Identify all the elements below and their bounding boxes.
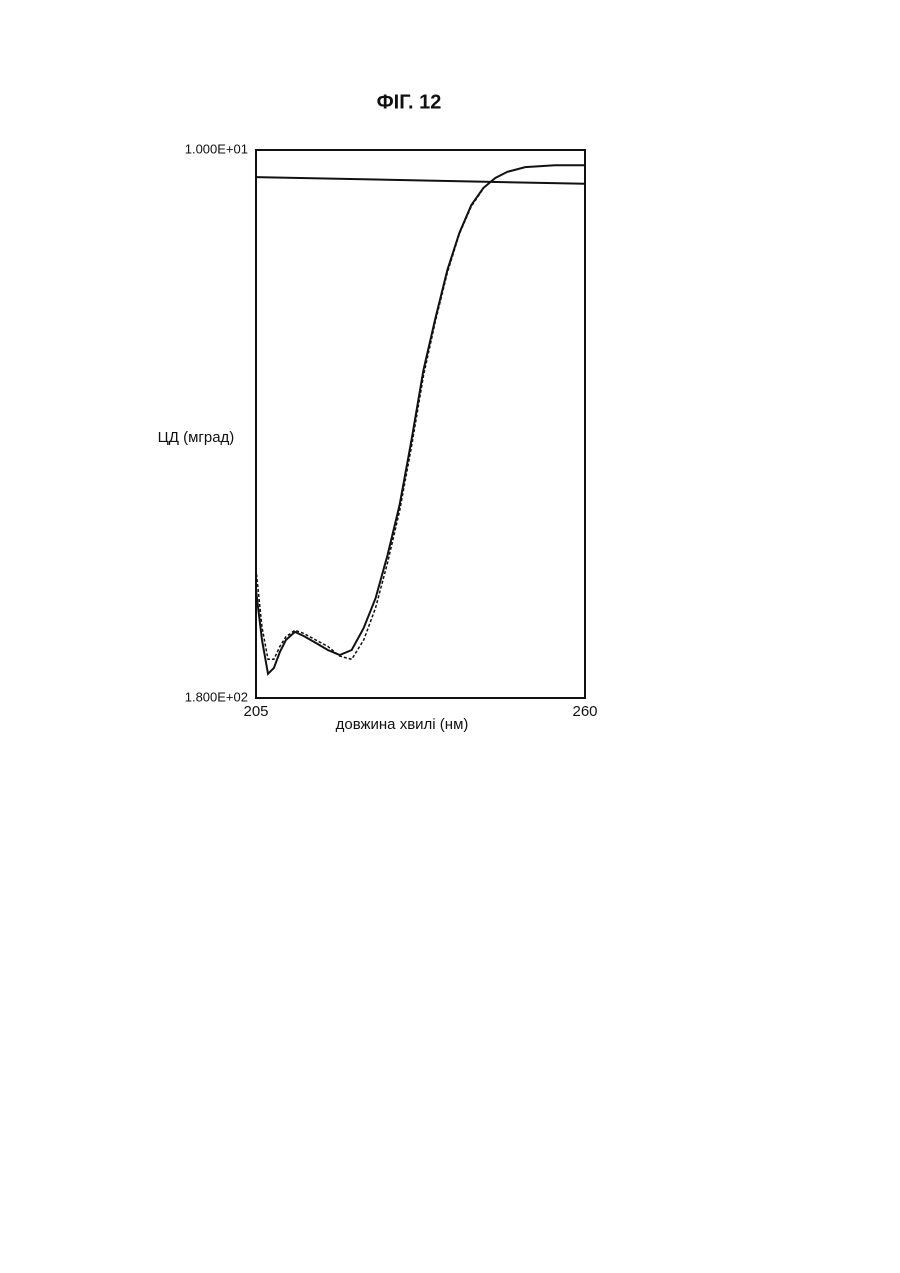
line-series — [256, 165, 585, 674]
x-axis-label: довжина хвилі (нм) — [336, 716, 469, 733]
chart: ФІГ. 12 ЦД (мград) довжина хвилі (нм) 1.… — [0, 0, 900, 1273]
y-axis-label: ЦД (мград) — [158, 429, 235, 446]
plot-frame — [256, 150, 585, 698]
y-tick-label: 1.800E+02 — [185, 689, 248, 704]
chart-title: ФІГ. 12 — [377, 91, 442, 113]
y-tick-label: 1.000E+01 — [185, 141, 248, 156]
line-series — [256, 189, 483, 660]
line-series — [256, 177, 585, 184]
x-tick-label: 205 — [243, 703, 268, 720]
x-tick-label: 260 — [572, 703, 597, 720]
